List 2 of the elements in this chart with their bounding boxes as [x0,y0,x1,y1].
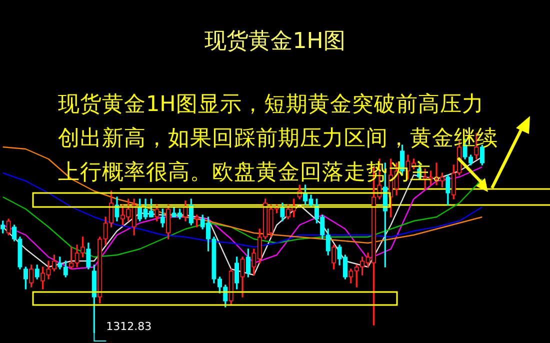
annotation: 1312.83 [106,320,152,333]
chart-title: 现货黄金1H图 [204,28,346,56]
